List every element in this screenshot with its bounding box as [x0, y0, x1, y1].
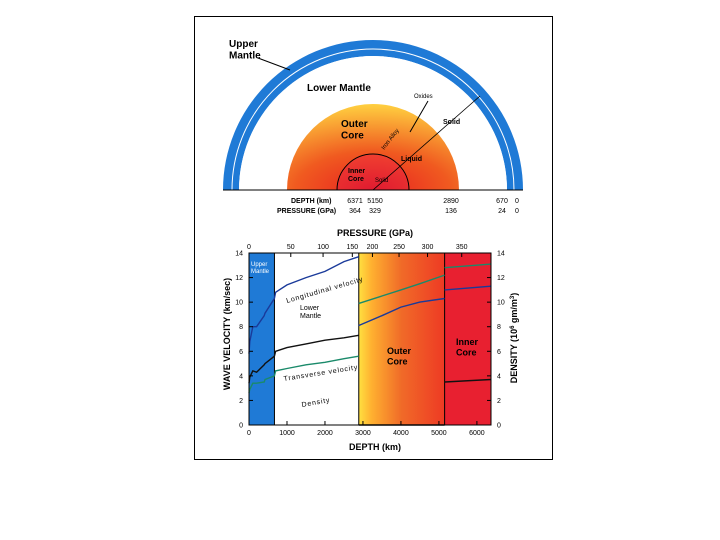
lower-mantle-region-label: Lower Mantle	[300, 305, 321, 320]
inner-core-region-label: Inner Core	[456, 337, 479, 357]
pressure-value: 0	[515, 208, 519, 215]
y-right-tick-label: 0	[497, 423, 501, 430]
solid-core-label: Solid	[375, 178, 388, 184]
cross-section: Upper Mantle Lower Mantle Oxides Solid Ou…	[223, 39, 523, 215]
y-right-tick-label: 10	[497, 300, 505, 307]
inner-core-region	[336, 153, 410, 191]
y-right-tick-label: 2	[497, 398, 501, 405]
velocity-density-chart: PRESSURE (GPa) Upper Mantle Lower Mantle Out…	[222, 228, 519, 452]
x-tick-label: 6000	[469, 430, 485, 437]
y-left-title: WAVE VELOCITY (km/sec)	[222, 278, 232, 390]
oxides-pointer	[409, 100, 429, 133]
pressure-value: 329	[369, 208, 381, 215]
x-tick-label: 5000	[431, 430, 447, 437]
pressure-axis: 0 50 100 150 200 250 300 350	[247, 244, 468, 257]
x-axis: 0 1000 2000 3000 4000 5000 6000	[247, 421, 485, 437]
outer-core-fill	[358, 253, 445, 425]
y-left-tick-label: 10	[235, 300, 243, 307]
lower-mantle-fill	[274, 253, 359, 425]
solid-mantle-label: Solid	[443, 119, 460, 126]
depth-values: 6371 5150 2890 670 0	[347, 198, 519, 205]
outer-core-label: Outer Core	[341, 119, 368, 142]
x-tick-label: 0	[247, 430, 251, 437]
pressure-values: 364 329 136 24 0	[349, 208, 519, 215]
y-right-title: DENSITY (106 gm/m3)	[509, 293, 519, 384]
upper-mantle-region-label: Upper Mantle	[251, 262, 270, 275]
lower-mantle-label: Lower Mantle	[307, 83, 371, 94]
y-right-tick-label: 8	[497, 324, 501, 331]
y-right-tick-label: 6	[497, 349, 501, 356]
inner-core-label: Inner Core	[348, 168, 365, 183]
x-tick-label: 4000	[393, 430, 409, 437]
velocity-axis: 0 2 4 6 8 10 12 14	[235, 251, 253, 430]
y-right-tick-label: 12	[497, 275, 505, 282]
region-fills	[249, 253, 491, 425]
top-tick-label: 350	[456, 244, 468, 251]
y-left-tick-label: 6	[239, 349, 243, 356]
x-axis-title: DEPTH (km)	[349, 442, 401, 452]
y-left-tick-label: 14	[235, 251, 243, 258]
pressure-row-label: PRESSURE (GPa)	[277, 208, 336, 215]
depth-value: 5150	[367, 198, 383, 205]
depth-value: 6371	[347, 198, 363, 205]
pressure-value: 364	[349, 208, 361, 215]
y-right-tick-label: 4	[497, 373, 501, 380]
x-tick-label: 1000	[279, 430, 295, 437]
depth-row-label: DEPTH (km)	[291, 198, 331, 205]
upper-mantle-fill	[249, 253, 275, 425]
oxides-label: Oxides	[414, 94, 433, 100]
upper-mantle-shell	[223, 40, 523, 190]
inner-core-fill	[444, 253, 491, 425]
pressure-axis-title: PRESSURE (GPa)	[337, 228, 413, 238]
top-tick-label: 100	[317, 244, 329, 251]
x-tick-label: 3000	[355, 430, 371, 437]
top-tick-label: 250	[393, 244, 405, 251]
top-tick-label: 50	[287, 244, 295, 251]
pressure-value: 24	[498, 208, 506, 215]
density-axis: 0 2 4 6 8 10 12 14	[487, 251, 505, 430]
liquid-label: Liquid	[401, 156, 422, 163]
top-tick-label: 0	[247, 244, 251, 251]
pressure-value: 136	[445, 208, 457, 215]
region-labels: Upper Mantle Lower Mantle Outer Core Inner Core	[251, 262, 479, 366]
top-tick-label: 300	[422, 244, 434, 251]
density-line	[248, 263, 492, 394]
upper-mantle-inner-line	[231, 48, 515, 191]
top-tick-label: 200	[367, 244, 379, 251]
outer-core-region	[287, 104, 459, 190]
depth-value: 670	[496, 198, 508, 205]
y-left-tick-label: 0	[239, 423, 243, 430]
x-tick-label: 2000	[317, 430, 333, 437]
density-label: Density	[301, 397, 331, 409]
upper-mantle-pointer	[257, 57, 291, 71]
y-left-tick-label: 12	[235, 275, 243, 282]
plot-frame	[248, 252, 492, 426]
y-right-tick-label: 14	[497, 251, 505, 258]
y-left-tick-label: 2	[239, 398, 243, 405]
outer-core-region-label: Outer Core	[387, 346, 412, 366]
depth-value: 0	[515, 198, 519, 205]
y-left-tick-label: 4	[239, 373, 243, 380]
boundary-ray	[372, 95, 481, 191]
upper-mantle-label: Upper Mantle	[229, 39, 261, 62]
depth-value: 2890	[443, 198, 459, 205]
y-left-tick-label: 8	[239, 324, 243, 331]
top-tick-label: 150	[346, 244, 358, 251]
